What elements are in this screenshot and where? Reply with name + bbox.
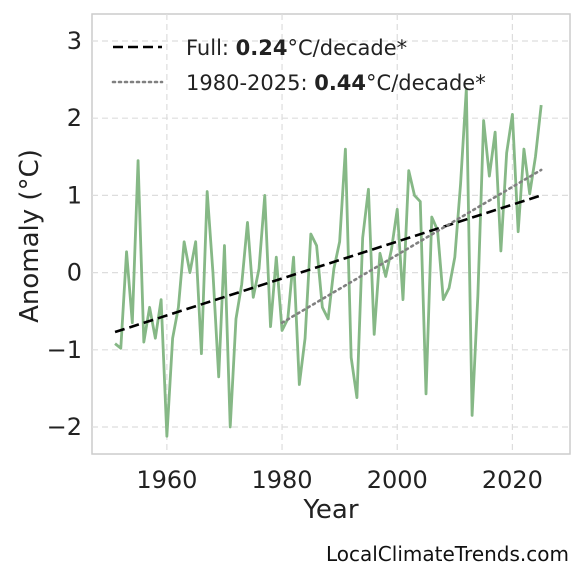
credit-text[interactable]: LocalClimateTrends.com [325,542,569,566]
y-tick-label: 0 [67,259,82,287]
legend-label-suffix: °C/decade* [288,36,408,60]
grid [92,14,570,454]
x-tick-label: 2000 [367,466,428,494]
y-tick-label: 3 [67,27,82,55]
y-tick-label: 2 [67,104,82,132]
y-tick-label: −1 [47,336,82,364]
legend-label: Full: 0.24°C/decade* [186,36,407,60]
anomaly-chart: 1960 1980 2000 2020 3 2 1 0 −1 −2 Year Anomaly (°… [15,13,571,525]
x-tick-label: 2020 [482,466,543,494]
anomaly-series-line [114,87,543,438]
y-tick-label: 1 [67,181,82,209]
legend-label-suffix: °C/decade* [366,71,486,95]
legend-label-prefix: Full: [186,36,236,60]
plot-area [91,13,571,455]
legend: Full: 0.24°C/decade*1980-2025: 0.44°C/de… [111,36,486,95]
series-layer [114,87,543,438]
x-tick-label: 1980 [252,466,313,494]
recent-trend-line [280,168,543,325]
legend-label-prefix: 1980-2025: [186,71,314,95]
x-tick-label: 1960 [136,466,197,494]
y-axis-label: Anomaly (°C) [15,149,45,323]
y-tick-label: −2 [47,413,82,441]
x-axis-label: Year [302,495,358,525]
tick-labels: 1960 1980 2000 2020 3 2 1 0 −1 −2 [47,27,543,494]
legend-label: 1980-2025: 0.44°C/decade* [186,71,486,95]
legend-label-bold: 0.44 [314,71,366,95]
legend-label-bold: 0.24 [236,36,288,60]
